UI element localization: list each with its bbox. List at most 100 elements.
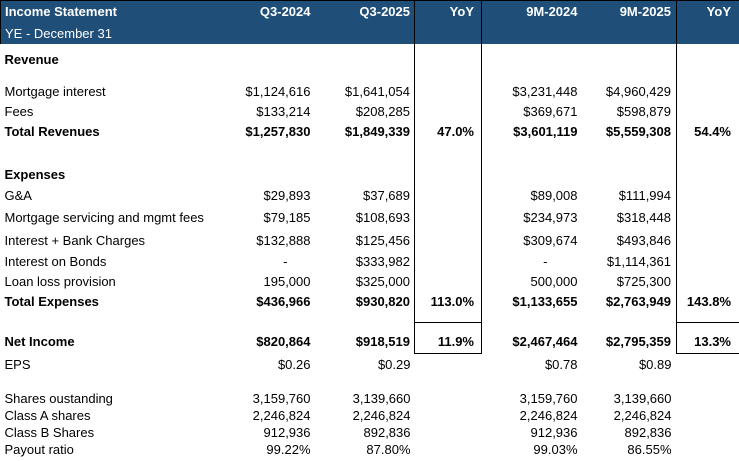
cell-9m-2025: $598,879 — [616, 103, 671, 119]
row-net-income: Net Income $820,864 $918,519 11.9% $2,467,46… — [1, 321, 739, 354]
cell-label: Total Revenues — [4, 124, 100, 139]
cell-q3-2025: $108,693 — [355, 210, 410, 225]
cell-yoy-q3 — [415, 424, 482, 441]
table-body: Revenue Mortgage interest $1,124,616 $1,641… — [1, 44, 739, 458]
cell-yoy-q3 — [414, 81, 482, 101]
cell-9m-2025: $725,300 — [616, 273, 671, 289]
cell-yoy-9m: 13.3% — [676, 321, 739, 354]
cell-yoy-9m — [677, 424, 739, 441]
header-row-subtitle: YE - December 31 — [0, 22, 739, 44]
cell-q3-2024: $132,888 — [256, 233, 311, 248]
cell-q3-2025: 87.80% — [366, 442, 411, 457]
cell-yoy-9m — [676, 101, 739, 121]
row-interest-on-bonds: Interest on Bonds - $333,982 - $1,114,361 — [1, 252, 739, 271]
cell-9m-2025 — [580, 142, 677, 163]
cell-label — [1, 69, 231, 81]
row-interest-bank-charges: Interest + Bank Charges $132,888 $125,456 $… — [1, 229, 739, 252]
cell-9m-2024 — [482, 312, 580, 322]
cell-yoy-9m — [677, 375, 739, 390]
cell-q3-2024: $0.26 — [277, 356, 311, 372]
row-mortgage-interest: Mortgage interest $1,124,616 $1,641,054 $3,… — [1, 81, 739, 101]
cell-9m-2025 — [580, 312, 677, 322]
header-empty-cell — [313, 22, 415, 44]
cell-label: Net Income — [4, 334, 75, 349]
cell-9m-2025: $4,960,429 — [605, 83, 671, 99]
cell-9m-2025: $493,846 — [616, 233, 671, 248]
cell-9m-2025: $111,994 — [618, 188, 671, 203]
row-ga: G&A $29,893 $37,689 $89,008 $111,994 — [1, 185, 739, 206]
cell-label: Mortgage interest — [4, 83, 106, 99]
cell-q3-2025: $930,820 — [355, 294, 410, 309]
cell-label — [1, 312, 231, 322]
cell-q3-2024: - — [283, 254, 288, 269]
cell-label: Interest + Bank Charges — [4, 233, 146, 248]
cell-9m-2024: $234,973 — [523, 210, 578, 225]
cell-q3-2025: $1,641,054 — [344, 83, 410, 99]
cell-yoy-9m — [676, 142, 739, 163]
cell-q3-2024 — [231, 142, 314, 163]
cell-yoy-q3: 47.0% — [414, 121, 482, 142]
cell-label: Revenue — [4, 51, 59, 67]
cell-q3-2025: $918,519 — [355, 334, 410, 349]
cell-q3-2025: 3,139,660 — [352, 391, 411, 406]
row-fees: Fees $133,214 $208,285 $369,671 $598,879 — [1, 101, 739, 121]
cell-label: Mortgage servicing and mgmt fees — [4, 210, 204, 225]
cell-9m-2024: $1,133,655 — [512, 294, 578, 309]
cell-9m-2024: $3,601,119 — [513, 124, 578, 139]
cell-q3-2024 — [231, 69, 314, 81]
cell-9m-2024: $89,008 — [530, 188, 578, 203]
cell-label: Shares oustanding — [4, 391, 113, 406]
cell-9m-2024: $3,231,448 — [512, 83, 578, 99]
cell-yoy-q3 — [414, 44, 482, 49]
cell-9m-2025 — [580, 69, 677, 81]
cell-label — [1, 142, 231, 163]
cell-q3-2024: $1,257,830 — [245, 124, 311, 139]
cell-9m-2025: 2,246,824 — [613, 408, 672, 423]
cell-q3-2024: 912,936 — [263, 425, 311, 440]
cell-9m-2025 — [580, 375, 677, 390]
row-expenses-header: Expenses — [1, 163, 739, 185]
cell-yoy-q3 — [414, 252, 482, 271]
cell-label: EPS — [4, 356, 31, 372]
cell-yoy-9m: 54.4% — [676, 121, 739, 142]
cell-9m-2024 — [482, 49, 580, 69]
column-header-q3-2025: Q3-2025 — [313, 0, 415, 22]
cell-q3-2025 — [314, 312, 415, 322]
cell-9m-2024: - — [543, 254, 548, 269]
cell-q3-2025: $333,982 — [355, 254, 410, 269]
cell-yoy-q3 — [415, 441, 482, 458]
cell-q3-2024 — [231, 375, 314, 390]
row-spacer-1 — [1, 69, 739, 81]
row-eps: EPS $0.26 $0.29 $0.78 $0.89 — [1, 353, 739, 375]
cell-yoy-q3 — [415, 390, 482, 407]
row-spacer-4 — [1, 375, 739, 390]
cell-9m-2025: $5,559,308 — [605, 124, 671, 139]
cell-yoy-9m — [676, 206, 739, 229]
cell-yoy-9m — [676, 229, 739, 252]
row-spacer-3 — [1, 312, 739, 322]
row-class-a-shares: Class A shares 2,246,824 2,246,824 2,246,82… — [1, 407, 739, 424]
cell-yoy-q3 — [415, 375, 482, 390]
row-mortgage-servicing: Mortgage servicing and mgmt fees $79,185 $… — [1, 206, 739, 229]
cell-yoy-q3 — [415, 353, 482, 375]
cell-q3-2024: $436,966 — [256, 294, 311, 309]
cell-9m-2024: 500,000 — [530, 273, 578, 289]
cell-q3-2025 — [314, 69, 415, 81]
cell-yoy-9m — [677, 441, 739, 458]
row-total-revenues: Total Revenues $1,257,830 $1,849,339 47.0% $… — [1, 121, 739, 142]
cell-9m-2025: $318,448 — [616, 210, 671, 225]
cell-9m-2024: 912,936 — [530, 425, 578, 440]
row-loan-loss-provision: Loan loss provision 195,000 $325,000 500,00… — [1, 271, 739, 291]
cell-q3-2024 — [231, 163, 314, 185]
row-class-b-shares: Class B Shares 912,936 892,836 912,936 892,8… — [1, 424, 739, 441]
cell-yoy-9m — [677, 390, 739, 407]
cell-9m-2024: 3,159,760 — [519, 391, 578, 406]
cell-label: Fees — [4, 103, 34, 119]
cell-label: Interest on Bonds — [4, 254, 107, 269]
cell-q3-2024: $79,185 — [263, 210, 311, 225]
column-header-9m-2024: 9M-2024 — [481, 0, 580, 22]
cell-9m-2024 — [482, 375, 580, 390]
cell-9m-2024: $309,674 — [523, 233, 578, 248]
